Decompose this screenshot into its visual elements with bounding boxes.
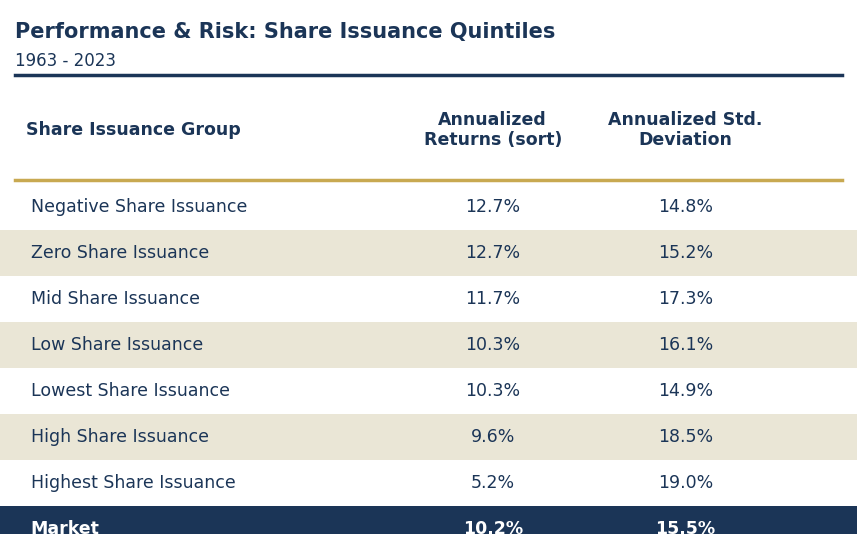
Text: Share Issuance Group: Share Issuance Group <box>26 121 241 139</box>
Text: 12.7%: 12.7% <box>465 244 520 262</box>
Bar <box>0 368 857 414</box>
Text: Mid Share Issuance: Mid Share Issuance <box>31 290 200 308</box>
Text: Annualized Std.
Deviation: Annualized Std. Deviation <box>608 111 763 150</box>
Text: 9.6%: 9.6% <box>470 428 515 446</box>
Bar <box>0 184 857 230</box>
Text: 10.2%: 10.2% <box>463 520 523 534</box>
Text: Lowest Share Issuance: Lowest Share Issuance <box>31 382 230 400</box>
Text: High Share Issuance: High Share Issuance <box>31 428 209 446</box>
Text: 14.8%: 14.8% <box>658 198 713 216</box>
Text: Highest Share Issuance: Highest Share Issuance <box>31 474 236 492</box>
Text: Performance & Risk: Share Issuance Quintiles: Performance & Risk: Share Issuance Quint… <box>15 22 556 42</box>
Text: 15.5%: 15.5% <box>656 520 716 534</box>
Text: 18.5%: 18.5% <box>658 428 713 446</box>
Bar <box>0 460 857 506</box>
Text: 14.9%: 14.9% <box>658 382 713 400</box>
Text: 16.1%: 16.1% <box>658 336 713 354</box>
Text: 5.2%: 5.2% <box>470 474 515 492</box>
Text: Annualized
Returns (sort): Annualized Returns (sort) <box>423 111 562 150</box>
Text: 12.7%: 12.7% <box>465 198 520 216</box>
Bar <box>0 322 857 368</box>
Text: 15.2%: 15.2% <box>658 244 713 262</box>
Text: 10.3%: 10.3% <box>465 336 520 354</box>
Text: Low Share Issuance: Low Share Issuance <box>31 336 203 354</box>
Text: 11.7%: 11.7% <box>465 290 520 308</box>
Text: Zero Share Issuance: Zero Share Issuance <box>31 244 209 262</box>
Bar <box>0 414 857 460</box>
Text: 1963 - 2023: 1963 - 2023 <box>15 52 117 70</box>
Text: 17.3%: 17.3% <box>658 290 713 308</box>
Text: Market: Market <box>31 520 99 534</box>
Text: 10.3%: 10.3% <box>465 382 520 400</box>
Bar <box>0 276 857 322</box>
Text: Negative Share Issuance: Negative Share Issuance <box>31 198 247 216</box>
Bar <box>0 506 857 534</box>
Text: 19.0%: 19.0% <box>658 474 713 492</box>
Bar <box>0 230 857 276</box>
